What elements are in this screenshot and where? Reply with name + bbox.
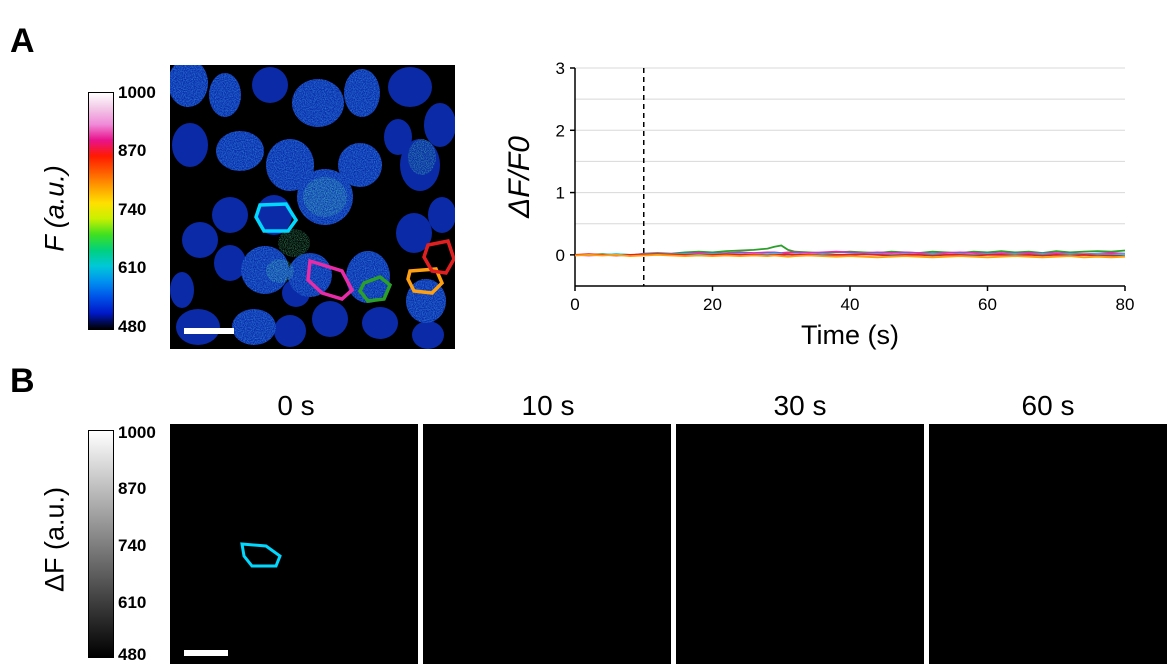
x-tick-label: 40 <box>841 295 860 314</box>
colorbar-b-tick: 1000 <box>118 423 156 442</box>
line-chart: 0 1 2 3 0 20 40 60 80 Time (s) ΔF/F0 <box>503 59 1135 350</box>
colorbar-b-tick: 870 <box>118 479 147 498</box>
time-frame-0s <box>170 424 418 664</box>
colorbar-b-label: ΔF (a.u.) <box>39 486 70 593</box>
series-line-4 <box>574 253 1126 259</box>
roi-outline <box>357 275 393 303</box>
colorbar-a-tick: 870 <box>118 141 147 160</box>
roi-outline <box>254 202 299 233</box>
time-frame-30s <box>676 424 924 664</box>
x-tick-label: 20 <box>703 295 722 314</box>
axis-ticks: 0 1 2 3 0 20 40 60 80 <box>556 59 1135 314</box>
roi-outline <box>306 258 355 301</box>
frame-title: 30 s <box>773 390 827 421</box>
y-axis-label: ΔF/F0 <box>503 136 536 219</box>
colorbar-a <box>88 92 114 330</box>
scale-bar <box>184 328 234 334</box>
colorbar-b <box>88 430 114 658</box>
roi-outline <box>240 542 282 568</box>
colorbar-b-tick: 740 <box>118 536 147 555</box>
x-tick-label: 0 <box>570 295 579 314</box>
x-axis-label: Time (s) <box>801 320 899 350</box>
roi-outline <box>406 267 445 295</box>
x-tick-label: 60 <box>978 295 997 314</box>
panel-b-label: B <box>10 362 35 400</box>
time-frame-10s <box>423 424 671 664</box>
chart-grid <box>575 67 1125 256</box>
cell-image-a <box>170 65 455 349</box>
frame-title: 10 s <box>521 390 575 421</box>
y-tick-label: 2 <box>556 121 565 140</box>
colorbar-b-tick: 480 <box>118 645 147 664</box>
y-tick-label: 0 <box>556 246 565 265</box>
colorbar-a-tick: 1000 <box>118 83 156 102</box>
time-frame-60s <box>929 424 1167 664</box>
series-group <box>574 244 1126 259</box>
panel-a-label: A <box>10 22 35 60</box>
frame-title: 0 s <box>277 390 315 421</box>
y-tick-label: 3 <box>556 59 565 78</box>
colorbar-a-tick: 740 <box>118 200 147 219</box>
y-tick-label: 1 <box>556 184 565 203</box>
colorbar-a-tick: 610 <box>118 258 147 277</box>
colorbar-a-label: F (a.u.) <box>39 165 70 252</box>
scale-bar <box>184 650 228 656</box>
colorbar-a-tick: 480 <box>118 317 147 336</box>
colorbar-b-tick: 610 <box>118 593 147 612</box>
roi-outline <box>422 238 455 275</box>
frame-title: 60 s <box>1021 390 1075 421</box>
x-tick-label: 80 <box>1116 295 1135 314</box>
